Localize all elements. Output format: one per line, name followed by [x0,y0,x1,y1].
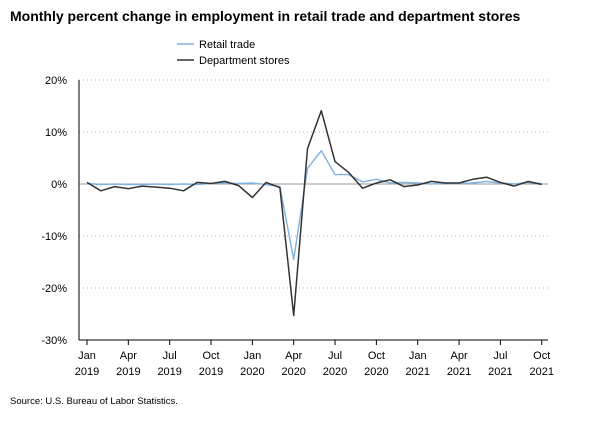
series-line-department-stores [86,109,542,317]
x-tick-month: Jul [163,350,177,362]
x-tick-month: Oct [202,350,219,362]
x-tick-year: 2019 [199,366,223,378]
x-tick-month: Apr [120,350,137,362]
x-tick-month: Oct [533,350,550,362]
x-tick-year: 2021 [488,366,512,378]
legend: Retail trade Department stores [177,39,290,67]
source-note: Source: U.S. Bureau of Labor Statistics. [10,396,178,407]
y-tick-label: 10% [45,127,67,139]
x-axis: Jan 2019 Apr 2019 Jul 2019 Oct 2019 Jan 2020 Apr 20… [75,339,554,378]
y-tick-label: -10% [41,231,67,243]
series-lines [86,109,542,317]
y-tick-label: 0% [51,179,67,191]
x-tick-month: Apr [450,350,467,362]
x-tick-month: Jan [243,350,261,362]
x-tick-year: 2019 [157,366,181,378]
x-tick-year: 2020 [323,366,347,378]
y-tick-label: -20% [41,283,67,295]
y-tick-label: 20% [45,75,67,87]
legend-label: Retail trade [199,39,255,51]
x-tick-month: Oct [368,350,385,362]
chart-title: Monthly percent change in employment in … [10,8,521,24]
legend-label: Department stores [199,55,290,67]
x-tick-year: 2019 [75,366,99,378]
series-line-retail-trade [86,149,542,261]
x-tick-year: 2020 [364,366,388,378]
x-tick-month: Jul [328,350,342,362]
x-tick-month: Jan [78,350,96,362]
x-tick-year: 2021 [447,366,471,378]
x-tick-month: Apr [285,350,302,362]
x-tick-year: 2021 [529,366,553,378]
y-tick-label: -30% [41,335,67,347]
x-tick-year: 2019 [116,366,140,378]
x-tick-year: 2020 [240,366,264,378]
x-tick-month: Jul [493,350,507,362]
x-tick-month: Jan [409,350,427,362]
x-tick-year: 2021 [405,366,429,378]
x-tick-year: 2020 [281,366,305,378]
y-axis: 20% 10% 0% -10% -20% -30% [41,75,80,347]
